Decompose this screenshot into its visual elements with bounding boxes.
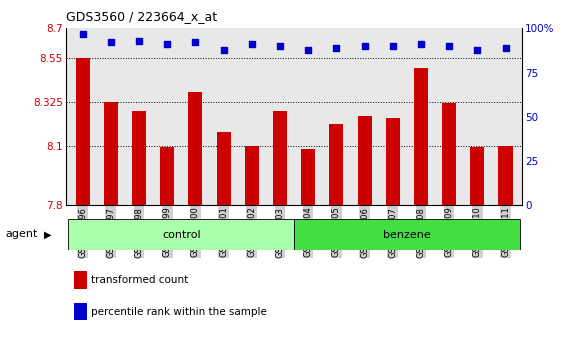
Bar xyxy=(104,102,118,205)
Point xyxy=(360,43,369,49)
Bar xyxy=(160,147,174,205)
Point xyxy=(473,47,482,52)
Bar xyxy=(385,118,400,205)
Text: control: control xyxy=(162,229,200,240)
Bar xyxy=(498,146,513,205)
Bar xyxy=(273,111,287,205)
Point xyxy=(191,40,200,45)
Bar xyxy=(329,124,343,205)
Bar xyxy=(294,219,520,250)
Text: transformed count: transformed count xyxy=(91,275,188,285)
Point xyxy=(388,43,397,49)
Text: percentile rank within the sample: percentile rank within the sample xyxy=(91,307,267,316)
Bar xyxy=(245,146,259,205)
Point xyxy=(219,47,228,52)
Point xyxy=(106,40,115,45)
Bar xyxy=(301,149,315,205)
Bar xyxy=(414,68,428,205)
Bar xyxy=(132,111,146,205)
Point xyxy=(416,41,425,47)
Bar xyxy=(442,103,456,205)
Point xyxy=(134,38,143,44)
Point xyxy=(78,31,87,36)
Bar xyxy=(69,219,294,250)
Point xyxy=(501,45,510,51)
Bar xyxy=(75,58,90,205)
Point xyxy=(247,41,256,47)
Bar xyxy=(471,147,484,205)
Point xyxy=(332,45,341,51)
Bar xyxy=(188,92,203,205)
Bar xyxy=(216,132,231,205)
Point xyxy=(163,41,172,47)
Point xyxy=(275,43,284,49)
Text: GDS3560 / 223664_x_at: GDS3560 / 223664_x_at xyxy=(66,10,217,23)
Bar xyxy=(357,116,372,205)
Point xyxy=(445,43,454,49)
Text: benzene: benzene xyxy=(383,229,431,240)
Text: ▶: ▶ xyxy=(44,229,51,239)
Point xyxy=(304,47,313,52)
Text: agent: agent xyxy=(6,229,38,239)
